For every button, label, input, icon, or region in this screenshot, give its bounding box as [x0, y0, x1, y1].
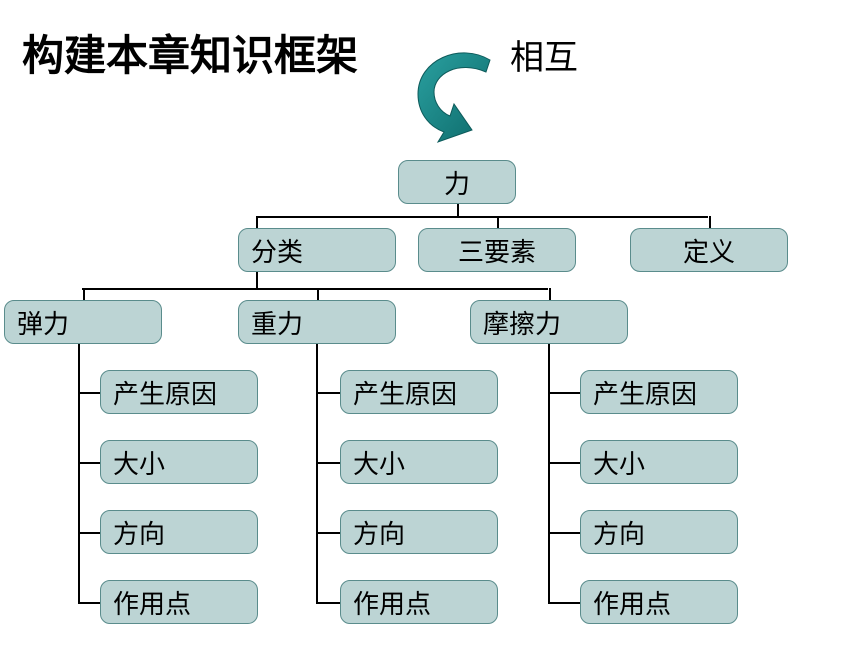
connector-line — [549, 288, 551, 300]
node-b3: 方向 — [340, 510, 498, 554]
connector-line — [83, 288, 85, 300]
connector-line — [78, 462, 100, 464]
connector-line — [316, 602, 340, 604]
node-a1: 产生原因 — [100, 370, 258, 414]
connector-line — [256, 272, 258, 288]
connector-line — [548, 462, 580, 464]
connector-line — [709, 216, 711, 228]
connector-line — [316, 392, 340, 394]
curved-arrow-icon — [400, 42, 510, 152]
connector-line — [78, 532, 100, 534]
connector-line — [78, 392, 100, 394]
connector-line — [316, 532, 340, 534]
connector-line — [256, 216, 708, 218]
node-c3: 方向 — [580, 510, 738, 554]
node-l1b: 三要素 — [418, 228, 576, 272]
node-l2c: 摩擦力 — [470, 300, 628, 344]
connector-line — [457, 204, 459, 216]
node-a3: 方向 — [100, 510, 258, 554]
connector-line — [548, 602, 580, 604]
connector-line — [78, 602, 100, 604]
annotation-label: 相互 — [510, 30, 578, 79]
connector-line — [548, 392, 580, 394]
node-a2: 大小 — [100, 440, 258, 484]
node-c4: 作用点 — [580, 580, 738, 624]
connector-line — [316, 344, 318, 602]
node-b4: 作用点 — [340, 580, 498, 624]
connector-line — [548, 344, 550, 602]
node-l2b: 重力 — [238, 300, 396, 344]
node-l1c: 定义 — [630, 228, 788, 272]
connector-line — [317, 288, 319, 300]
node-root: 力 — [398, 160, 516, 204]
connector-line — [316, 462, 340, 464]
node-l1a: 分类 — [238, 228, 396, 272]
connector-line — [256, 216, 258, 228]
node-l2a: 弹力 — [4, 300, 162, 344]
node-c2: 大小 — [580, 440, 738, 484]
connector-line — [497, 216, 499, 228]
page-title: 构建本章知识框架 — [22, 22, 358, 83]
connector-line — [82, 288, 548, 290]
node-c1: 产生原因 — [580, 370, 738, 414]
node-b1: 产生原因 — [340, 370, 498, 414]
node-b2: 大小 — [340, 440, 498, 484]
connector-line — [548, 532, 580, 534]
node-a4: 作用点 — [100, 580, 258, 624]
connector-line — [78, 344, 80, 602]
